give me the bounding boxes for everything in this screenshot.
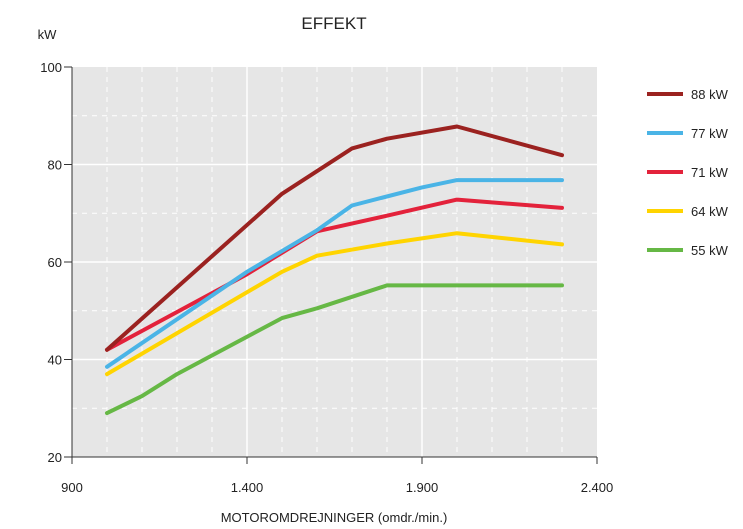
legend: 88 kW 77 kW 71 kW 64 kW 55 kW bbox=[647, 87, 729, 258]
legend-label: 55 kW bbox=[691, 243, 729, 258]
x-ticks: 900 1.400 1.900 2.400 bbox=[61, 457, 613, 495]
legend-label: 88 kW bbox=[691, 87, 729, 102]
series-line bbox=[105, 124, 564, 352]
series-line bbox=[105, 231, 564, 377]
x-tick-label: 900 bbox=[61, 480, 83, 495]
chart-title: EFFEKT bbox=[301, 14, 366, 33]
grid bbox=[72, 67, 597, 457]
y-tick-label: 80 bbox=[48, 158, 62, 173]
x-tick-label: 1.900 bbox=[406, 480, 439, 495]
y-ticks: 20 40 60 80 100 bbox=[40, 60, 72, 465]
series-line bbox=[105, 178, 564, 369]
x-tick-label: 1.400 bbox=[231, 480, 264, 495]
y-tick-label: 20 bbox=[48, 450, 62, 465]
y-tick-label: 60 bbox=[48, 255, 62, 270]
legend-label: 77 kW bbox=[691, 126, 729, 141]
legend-label: 64 kW bbox=[691, 204, 729, 219]
y-tick-label: 40 bbox=[48, 353, 62, 368]
series-lines bbox=[105, 124, 564, 416]
y-tick-label: 100 bbox=[40, 60, 62, 75]
series-line bbox=[105, 283, 564, 416]
x-tick-label: 2.400 bbox=[581, 480, 614, 495]
x-axis-label: MOTOROMDREJNINGER (omdr./min.) bbox=[221, 510, 448, 525]
legend-label: 71 kW bbox=[691, 165, 729, 180]
y-axis-unit: kW bbox=[38, 27, 58, 42]
